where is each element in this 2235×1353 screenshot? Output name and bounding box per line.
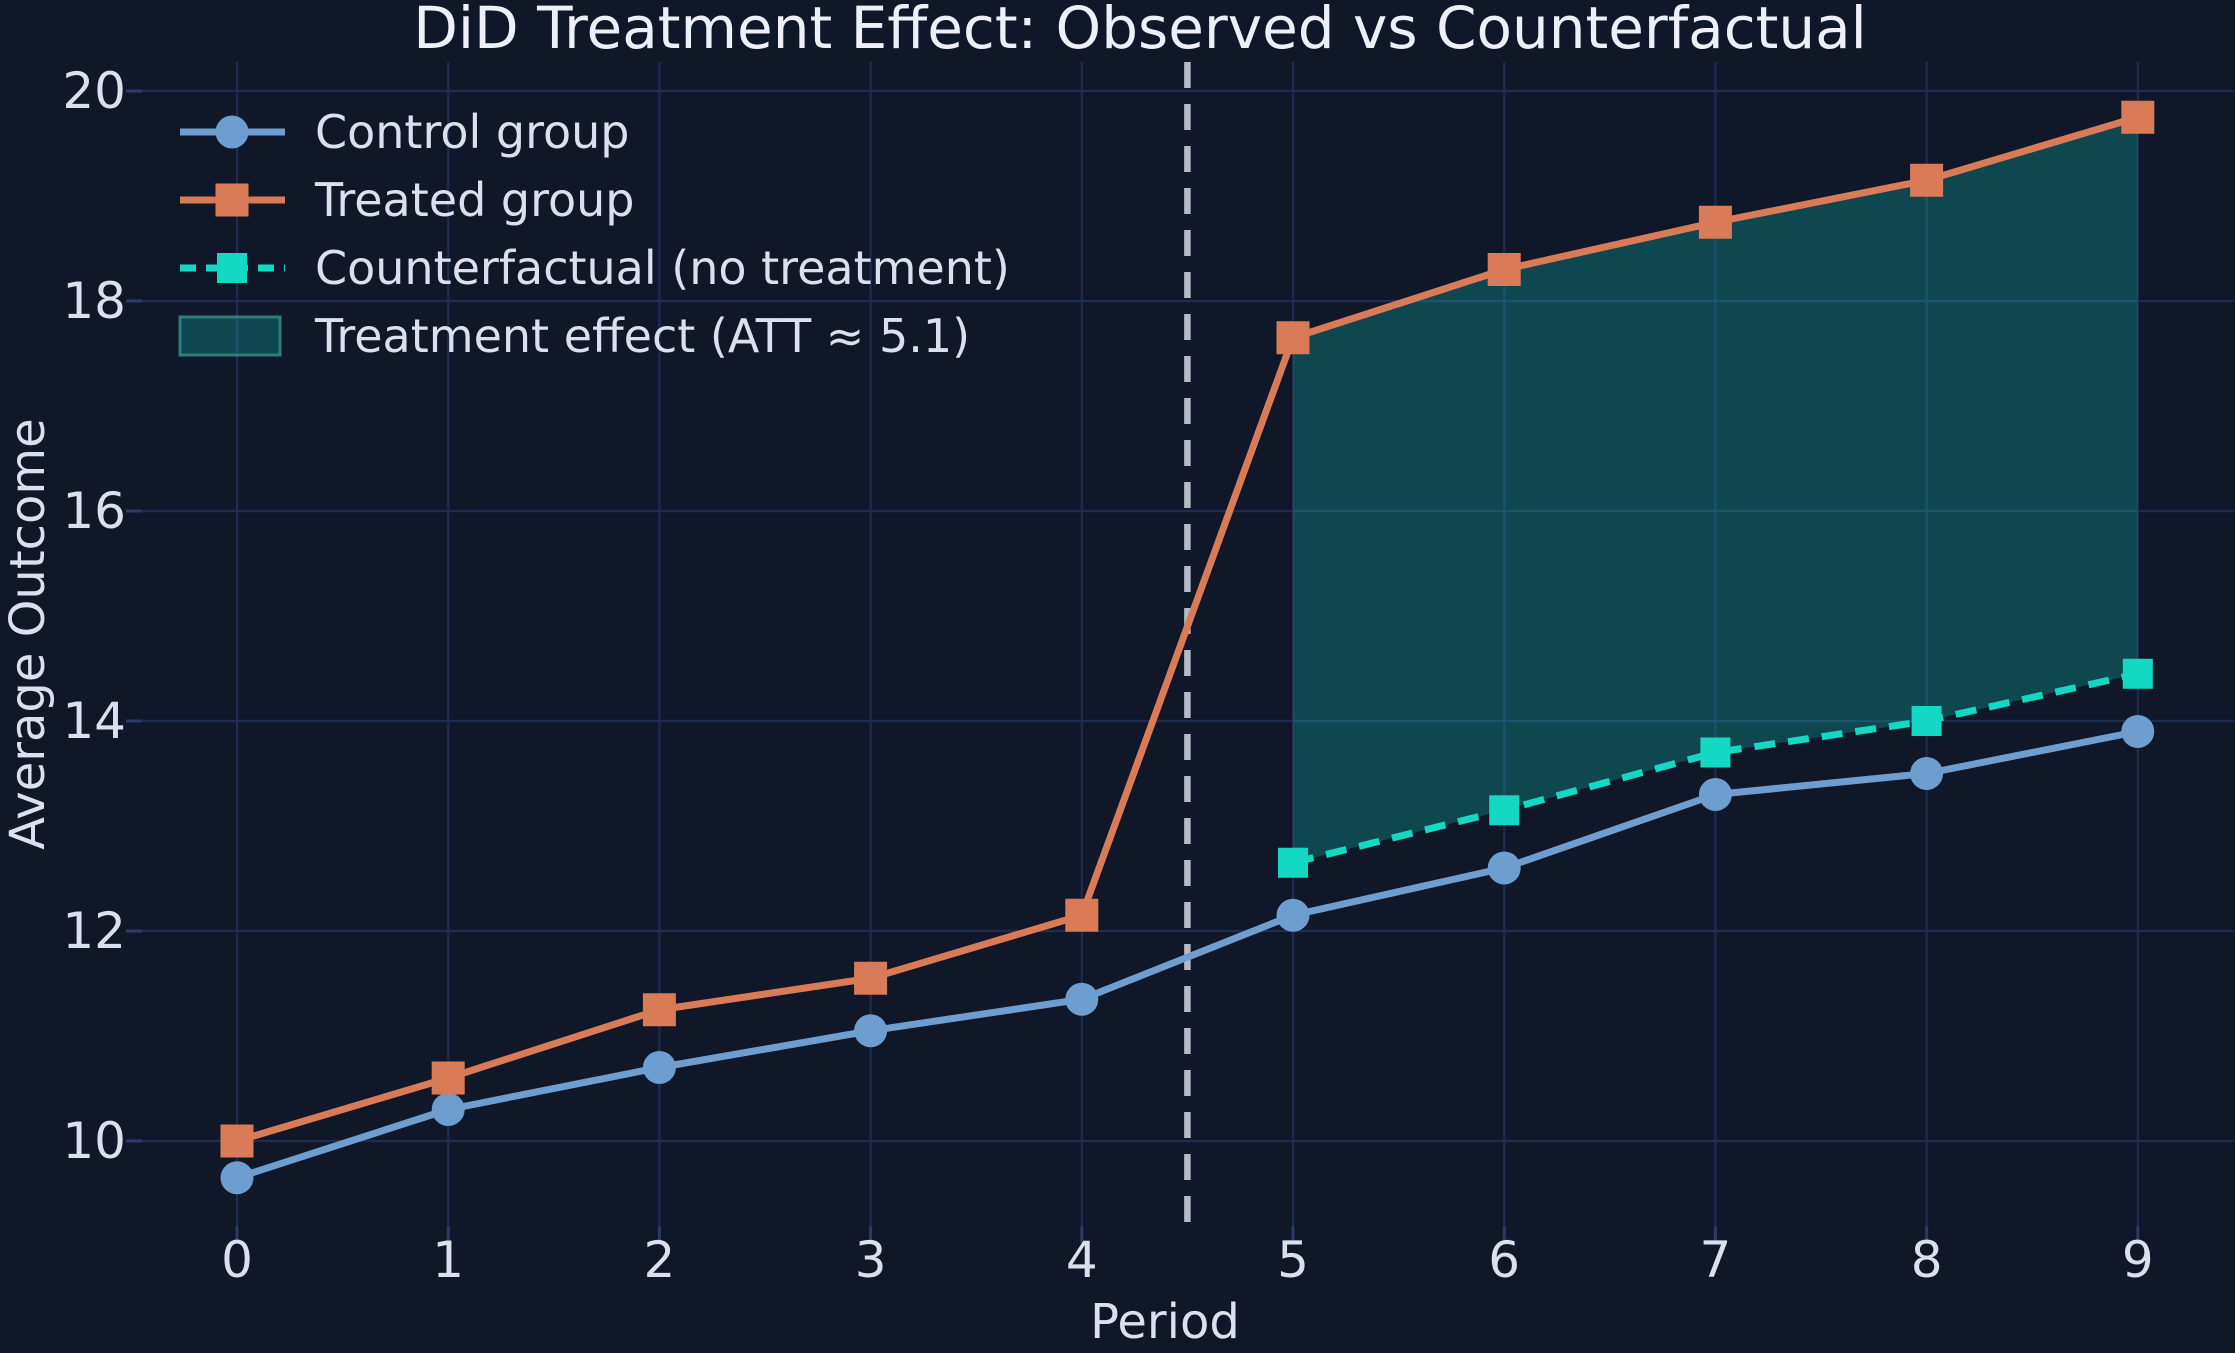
x-tick-label: 0: [221, 1231, 253, 1289]
control-point: [642, 1051, 676, 1084]
legend: Control group Treated group Counterfactu…: [178, 105, 1010, 363]
x-tick-label: 8: [1911, 1231, 1943, 1289]
treated-point: [431, 1061, 465, 1095]
treated-point: [220, 1124, 254, 1158]
control-point: [854, 1014, 888, 1048]
y-tick-label: 20: [62, 62, 126, 120]
treated-point: [1065, 898, 1099, 932]
control-point: [1910, 757, 1944, 790]
x-tick-label: 2: [643, 1231, 675, 1289]
counterfactual-point: [1278, 847, 1308, 878]
x-axis-label: Period: [1090, 1294, 1240, 1350]
control-point: [1276, 898, 1310, 932]
y-tick-label: 18: [62, 272, 126, 330]
legend-label-treated: Treated group: [314, 173, 634, 227]
treated-point: [642, 993, 676, 1027]
legend-swatch-treated-marker: [215, 183, 249, 217]
legend-label-control: Control group: [315, 105, 630, 159]
x-tick-label: 9: [2122, 1231, 2154, 1289]
y-tick-label: 14: [62, 692, 126, 750]
y-tick-label: 12: [62, 902, 126, 960]
control-point: [431, 1093, 465, 1126]
x-tick-label: 4: [1066, 1231, 1098, 1289]
control-point: [1065, 982, 1099, 1016]
counterfactual-point: [1489, 795, 1520, 826]
legend-swatches: [178, 115, 285, 357]
counterfactual-point: [2122, 658, 2153, 689]
treated-point: [2121, 100, 2155, 134]
legend-swatch-counterfactual-marker: [217, 253, 247, 283]
legend-swatch-control-marker: [215, 115, 249, 149]
x-tick-label: 3: [855, 1231, 887, 1289]
treatment-effect-area: [1293, 117, 2138, 863]
treated-line: [235, 113, 2139, 1145]
control-point: [220, 1161, 254, 1195]
x-tick-label: 5: [1277, 1231, 1309, 1289]
control-point: [1487, 851, 1521, 885]
x-tick-label: 1: [432, 1231, 464, 1289]
counterfactual-line: [1292, 670, 2139, 867]
treated-point: [854, 961, 888, 995]
control-point: [2121, 715, 2155, 748]
legend-label-counterfactual: Counterfactual (no treatment): [315, 241, 1010, 295]
treated-point: [1276, 321, 1310, 355]
treated-point: [1487, 253, 1521, 286]
legend-label-treatment-effect: Treatment effect (ATT ≈ 5.1): [314, 309, 970, 363]
counterfactual-point: [1700, 737, 1731, 768]
chart-title: DiD Treatment Effect: Observed vs Counte…: [413, 0, 1867, 62]
counterfactual-point: [1911, 706, 1942, 736]
y-tick-label: 10: [62, 1112, 126, 1170]
treated-point: [1910, 163, 1944, 197]
x-tick-label: 6: [1488, 1231, 1520, 1289]
y-axis-label: Average Outcome: [0, 418, 56, 849]
control-point: [1698, 778, 1732, 811]
y-tick-label: 16: [62, 482, 126, 540]
x-tick-label: 7: [1699, 1231, 1731, 1289]
control-line: [235, 728, 2139, 1182]
treated-point: [1698, 205, 1732, 239]
legend-swatch-treatment-effect: [178, 315, 282, 357]
